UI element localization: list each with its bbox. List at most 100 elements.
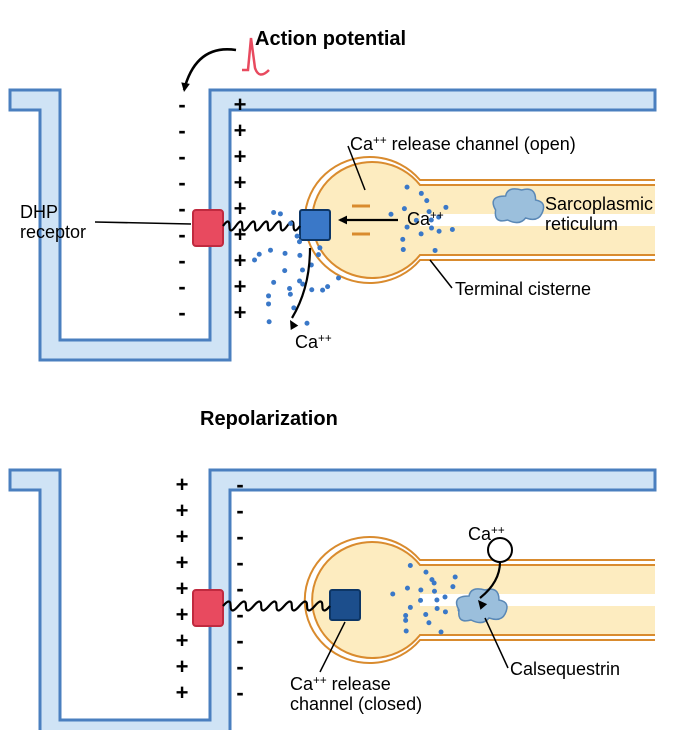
- title-action-potential: Action potential: [255, 28, 406, 50]
- label-dhp: DHP: [20, 202, 58, 222]
- charge-symbol: -: [178, 274, 185, 299]
- ca-dot-cytosol: [297, 239, 302, 244]
- ca-dot-sr: [403, 613, 408, 618]
- ca-dot-cytosol: [316, 252, 321, 257]
- ca-dot-sr: [432, 589, 437, 594]
- charge-symbol: +: [176, 576, 189, 601]
- charge-symbol: -: [236, 680, 243, 705]
- ca-dot-sr: [403, 618, 408, 623]
- ca-dot-sr: [401, 247, 406, 252]
- charge-symbol: +: [176, 654, 189, 679]
- ca-dot-cytosol: [266, 293, 271, 298]
- charge-symbol: -: [236, 498, 243, 523]
- ca-dot-cytosol: [266, 301, 271, 306]
- charge-symbol: -: [236, 550, 243, 575]
- charge-symbol: +: [176, 680, 189, 705]
- ca-dot-cytosol: [282, 268, 287, 273]
- charge-symbol: -: [178, 170, 185, 195]
- label-sr: reticulum: [545, 214, 618, 234]
- ca-dot-sr: [432, 581, 437, 586]
- ca-dot-cytosol: [278, 211, 283, 216]
- ca-dot-cytosol: [252, 258, 257, 263]
- charge-symbol: +: [234, 144, 247, 169]
- ca-dot-sr: [433, 248, 438, 253]
- ca-dot-sr: [419, 191, 424, 196]
- ca-dot-sr: [408, 605, 413, 610]
- ca-release-channel-open: [300, 210, 330, 240]
- ca-dot-cytosol: [320, 229, 325, 234]
- label-ca-release-open: Ca++ release channel (open): [350, 134, 576, 155]
- title-repolarization: Repolarization: [200, 408, 338, 430]
- ca-dot-sr: [434, 598, 439, 603]
- ca-dot-cytosol: [271, 210, 276, 215]
- charge-symbol: -: [178, 300, 185, 325]
- ca-dot-sr: [419, 231, 424, 236]
- ca-dot-sr: [443, 205, 448, 210]
- ca-dot-cytosol: [267, 319, 272, 324]
- ca-dot-sr: [389, 212, 394, 217]
- ca-dot-cytosol: [325, 284, 330, 289]
- ca-dot-sr: [408, 563, 413, 568]
- ca-pump-icon: [488, 538, 512, 562]
- charge-symbol: +: [176, 498, 189, 523]
- ca-dot-cytosol: [295, 234, 300, 239]
- ca-dot-sr: [424, 198, 429, 203]
- charge-symbol: +: [234, 170, 247, 195]
- ca-dot-sr: [435, 606, 440, 611]
- ca-dot-sr: [450, 227, 455, 232]
- charge-symbol: -: [236, 524, 243, 549]
- ca-dot-cytosol: [304, 321, 309, 326]
- label-dhp: receptor: [20, 222, 86, 242]
- charge-symbol: +: [234, 274, 247, 299]
- charge-symbol: -: [236, 472, 243, 497]
- ca-dot-cytosol: [287, 286, 292, 291]
- ca-dot-cytosol: [257, 252, 262, 257]
- ca-dot-sr: [405, 185, 410, 190]
- label-ca-release-closed: channel (closed): [290, 694, 422, 714]
- ca-dot-sr: [450, 584, 455, 589]
- ca-dot-cytosol: [300, 268, 305, 273]
- charge-symbol: +: [234, 118, 247, 143]
- ca-dot-sr: [439, 629, 444, 634]
- charge-symbol: +: [176, 472, 189, 497]
- charge-symbol: +: [176, 628, 189, 653]
- ca-dot-sr: [442, 594, 447, 599]
- ca-dot-cytosol: [317, 245, 322, 250]
- charge-symbol: -: [236, 628, 243, 653]
- charge-symbol: +: [234, 300, 247, 325]
- ca-dot-sr: [437, 229, 442, 234]
- panel-repolarization: +-+-+-+-+-+-+-+-+-RepolarizationCa++Ca++…: [10, 408, 655, 730]
- ca-dot-cytosol: [320, 288, 325, 293]
- ap-arrow: [184, 49, 236, 90]
- charge-symbol: +: [234, 196, 247, 221]
- charge-symbol: +: [234, 222, 247, 247]
- charge-symbol: -: [178, 248, 185, 273]
- ca-dot-sr: [423, 612, 428, 617]
- charge-symbol: -: [178, 196, 185, 221]
- ca-dot-sr: [453, 575, 458, 580]
- ca-dot-cytosol: [271, 280, 276, 285]
- ca-dot-cytosol: [288, 221, 293, 226]
- ca-dot-sr: [390, 592, 395, 597]
- panel-action-potential: -+-+-+-+-+-+-+-+-+Action potentialDHPrec…: [10, 28, 655, 360]
- charge-symbol: +: [176, 524, 189, 549]
- label-ca-cytosol: Ca++: [295, 332, 332, 353]
- diagram-svg: - + - + - + - + - + - + - + - + - + Action potential DHPrec…: [0, 0, 680, 730]
- diagram-stage: - + - + - + - + - + - + - + - + - + Action potential DHPrec…: [0, 0, 680, 730]
- charge-symbol: +: [234, 92, 247, 117]
- dhp-receptor: [193, 590, 223, 626]
- charge-symbol: -: [236, 654, 243, 679]
- ca-dot-sr: [443, 609, 448, 614]
- ca-dot-cytosol: [309, 287, 314, 292]
- ca-dot-cytosol: [297, 253, 302, 258]
- charge-symbol: +: [176, 550, 189, 575]
- dhp-receptor: [193, 210, 223, 246]
- charge-symbol: -: [178, 222, 185, 247]
- charge-symbol: -: [178, 144, 185, 169]
- ca-dot-cytosol: [283, 251, 288, 256]
- label-calsequestrin: Calsequestrin: [510, 659, 620, 679]
- ca-dot-cytosol: [336, 276, 341, 281]
- ca-dot-sr: [400, 237, 405, 242]
- charge-symbol: -: [236, 576, 243, 601]
- ca-dot-sr: [404, 629, 409, 634]
